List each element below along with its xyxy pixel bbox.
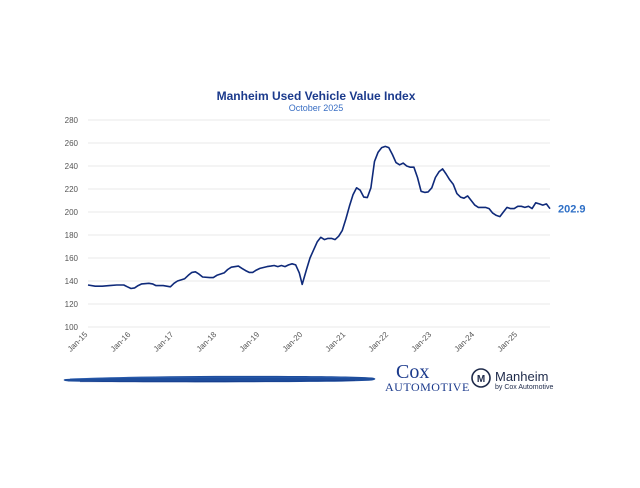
x-tick-label: Jan-21 [324, 330, 348, 354]
x-tick-label: Jan-23 [410, 330, 434, 354]
series-layer [87, 145, 551, 290]
cox-automotive-logo: Cox Automotive [385, 361, 470, 394]
y-tick-label: 180 [65, 231, 79, 240]
gridlines [88, 119, 550, 328]
x-tick-label: Jan-25 [496, 330, 520, 354]
manheim-logo: M Manheim by Cox Automotive [471, 368, 553, 391]
x-axis-ticks: Jan-15 Jan-16 Jan-17 Jan-18 Jan-19 Jan-20 Jan-… [66, 330, 520, 354]
x-tick-label: Jan-19 [238, 330, 262, 354]
y-tick-label: 200 [65, 208, 79, 217]
x-tick-label: Jan-15 [66, 330, 90, 354]
chart-subtitle: October 2025 [289, 103, 344, 113]
x-tick-label: Jan-24 [453, 330, 477, 354]
annotations: 202.9 [558, 204, 586, 216]
y-tick-label: 140 [65, 277, 79, 286]
manheim-circle-icon [471, 368, 491, 388]
y-axis-ticks: 100 120 140 160 180 200 220 240 260 280 [65, 116, 79, 332]
y-tick-label: 160 [65, 254, 79, 263]
series-line-0 [87, 145, 551, 290]
y-tick-label: 120 [65, 300, 79, 309]
brush-stroke-graphic [63, 375, 376, 383]
y-tick-label: 260 [65, 139, 79, 148]
x-tick-label: Jan-17 [152, 330, 176, 354]
x-tick-label: Jan-20 [281, 330, 305, 354]
cox-logo-text: Cox [396, 361, 429, 383]
automotive-logo-text: Automotive [385, 380, 470, 394]
y-tick-label: 220 [65, 185, 79, 194]
manheim-tagline: by Cox Automotive [495, 384, 553, 391]
x-tick-label: Jan-16 [109, 330, 133, 354]
y-tick-label: 280 [65, 116, 79, 125]
manheim-name: Manheim [495, 369, 548, 384]
x-tick-label: Jan-18 [195, 330, 219, 354]
last-value-label: 202.9 [558, 204, 586, 216]
y-tick-label: 100 [65, 323, 79, 332]
y-tick-label: 240 [65, 162, 79, 171]
manheim-mark: M [477, 374, 485, 385]
chart-title: Manheim Used Vehicle Value Index [217, 89, 416, 103]
x-tick-label: Jan-22 [367, 330, 391, 354]
